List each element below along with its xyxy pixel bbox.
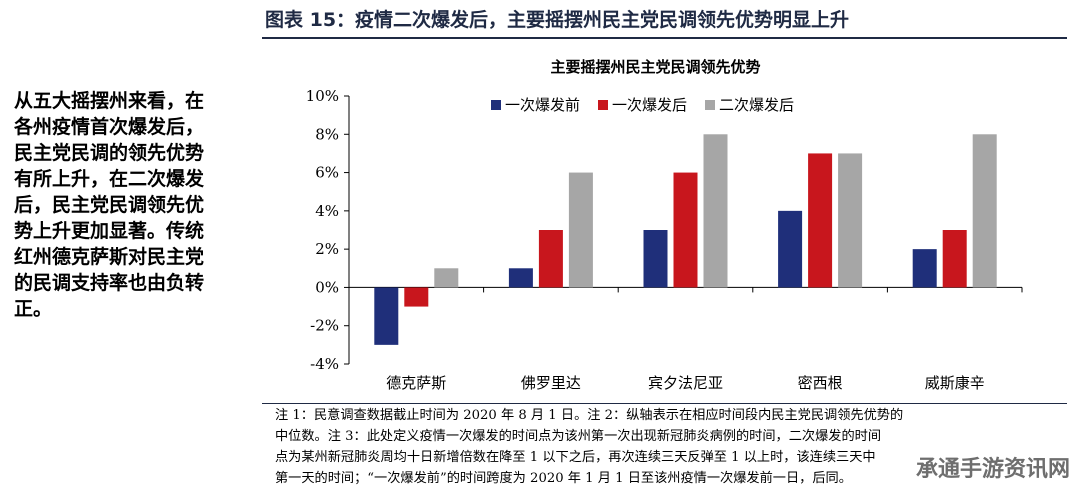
bar-2 xyxy=(808,153,833,288)
y-tick-label: 2% xyxy=(315,240,339,258)
y-tick-label: 4% xyxy=(315,202,339,220)
bar-2 xyxy=(404,287,429,307)
side-text-line: 民主党民调的领先优势 xyxy=(14,142,205,164)
side-text-line: 后，民主党民调领先优 xyxy=(14,194,205,216)
bar-1 xyxy=(374,287,399,345)
side-commentary: 从五大摇摆州来看，在 各州疫情首次爆发后， 民主党民调的领先优势 有所上升，在二… xyxy=(14,88,252,322)
side-text-line: 正。 xyxy=(14,298,53,320)
notes-divider xyxy=(262,403,1067,404)
side-text-line: 有所上升，在二次爆发 xyxy=(14,168,205,190)
bar-1 xyxy=(912,249,937,288)
chart-notes: 注 1：民意调查数据截止时间为 2020 年 8 月 1 日。注 2：纵轴表示在… xyxy=(275,405,1060,493)
side-text-line: 的民调支持率也由负转 xyxy=(14,272,205,294)
chart-container: 主要摇摆州民主党民调领先优势 -4% -2% 0% 2% 4% 6% 8% 10% 德克萨斯 佛罗里… xyxy=(262,44,1067,402)
bar-1 xyxy=(778,210,803,288)
bar-1 xyxy=(508,268,533,288)
legend-swatch xyxy=(598,100,608,110)
y-tick-label: 8% xyxy=(315,125,339,143)
bar-2 xyxy=(538,230,563,288)
legend-swatch xyxy=(705,100,715,110)
note-line: 点为某州新冠肺炎周均十日新增倍数在降至 1 以下之后，再次连续三天反弹至 1 以… xyxy=(275,450,876,465)
y-tick-label: -4% xyxy=(310,355,339,373)
y-tick-label: 10% xyxy=(306,87,339,105)
figure-title: 图表 15：疫情二次爆发后，主要摇摆州民主党民调领先优势明显上升 xyxy=(265,9,850,31)
bar-1 xyxy=(643,230,668,288)
side-text-line: 从五大摇摆州来看，在 xyxy=(14,90,205,112)
x-tick-label: 德克萨斯 xyxy=(386,374,446,392)
legend-label: 一次爆发后 xyxy=(612,96,687,114)
note-line: 注 1：民意调查数据截止时间为 2020 年 8 月 1 日。注 2：纵轴表示在… xyxy=(275,408,904,423)
side-text-line: 红州德克萨斯对民主党 xyxy=(14,246,205,268)
x-tick-label: 宾夕法尼亚 xyxy=(648,374,723,392)
y-tick-label: -2% xyxy=(310,317,339,335)
y-tick-label: 6% xyxy=(315,164,339,182)
bar-2 xyxy=(673,172,698,288)
title-divider xyxy=(262,37,1067,39)
watermark-logo: 承通手游资讯网 xyxy=(915,457,1070,482)
bar-3 xyxy=(703,134,728,288)
bar-2 xyxy=(942,230,967,288)
bar-chart: 主要摇摆州民主党民调领先优势 -4% -2% 0% 2% 4% 6% 8% 10% 德克萨斯 佛罗里… xyxy=(306,58,1023,392)
side-text-line: 势上升更加显著。传统 xyxy=(14,220,205,242)
legend-label: 二次爆发后 xyxy=(719,96,794,114)
bar-3 xyxy=(838,153,863,288)
x-tick-label: 佛罗里达 xyxy=(521,374,581,392)
legend-label: 一次爆发前 xyxy=(505,96,580,114)
legend-swatch xyxy=(491,100,501,110)
bar-3 xyxy=(972,134,997,288)
bar-3 xyxy=(568,172,593,288)
x-tick-label: 密西根 xyxy=(798,374,843,392)
chart-title: 主要摇摆州民主党民调领先优势 xyxy=(550,58,760,76)
side-text-line: 各州疫情首次爆发后， xyxy=(14,116,205,138)
x-tick-label: 威斯康辛 xyxy=(925,374,985,392)
bar-3 xyxy=(434,268,459,288)
note-line: 中位数。注 3：此处定义疫情一次爆发的时间点为该州第一次出现新冠肺炎病例的时间，… xyxy=(275,429,882,444)
note-line: 第一天的时间；“一次爆发前”的时间跨度为 2020 年 1 月 1 日至该州疫情… xyxy=(275,471,852,486)
y-tick-label: 0% xyxy=(315,278,339,296)
